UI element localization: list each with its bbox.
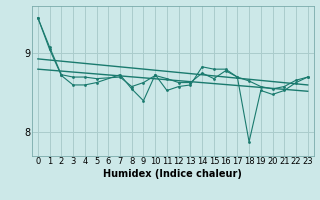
X-axis label: Humidex (Indice chaleur): Humidex (Indice chaleur): [103, 169, 242, 179]
